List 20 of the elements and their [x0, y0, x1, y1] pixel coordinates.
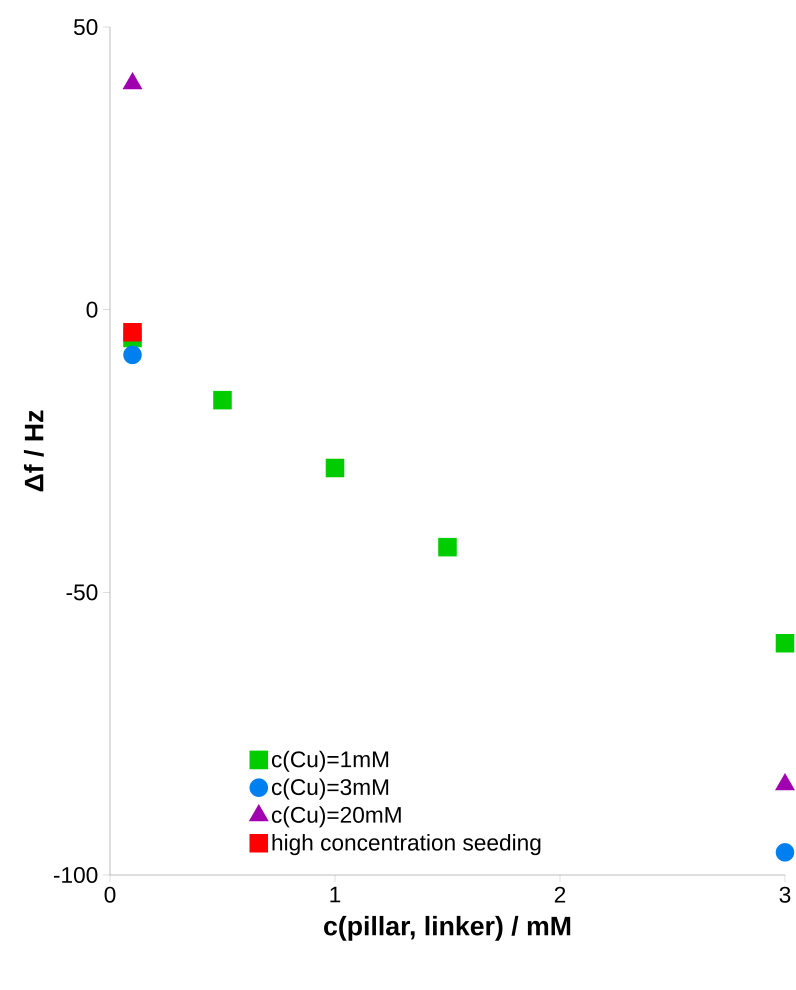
- x-tick-label: 3: [780, 886, 790, 903]
- y-tick-label: 50: [74, 18, 98, 36]
- y-tick-label: 0: [86, 302, 98, 318]
- point: [213, 390, 232, 410]
- point: [123, 346, 142, 364]
- y-tick-label: -50: [66, 584, 98, 600]
- legend-label: c(Cu)=20mM: [272, 806, 401, 828]
- point: [438, 538, 457, 556]
- point: [123, 323, 142, 342]
- y-tick-label: -100: [54, 866, 98, 884]
- x-tick-label: 2: [554, 886, 566, 903]
- legend-label: c(Cu)=1mM: [272, 750, 388, 772]
- y-axis-title: Δf / Hz: [24, 410, 44, 492]
- point: [326, 458, 344, 478]
- legend-label: high concentration seeding: [272, 834, 540, 856]
- point: [776, 634, 794, 652]
- x-tick-label: 1: [330, 886, 340, 902]
- x-axis-title: c(pillar, linker) / mM: [324, 916, 570, 941]
- x-tick-label: 0: [104, 886, 116, 903]
- legend-label: c(Cu)=3mM: [272, 778, 388, 800]
